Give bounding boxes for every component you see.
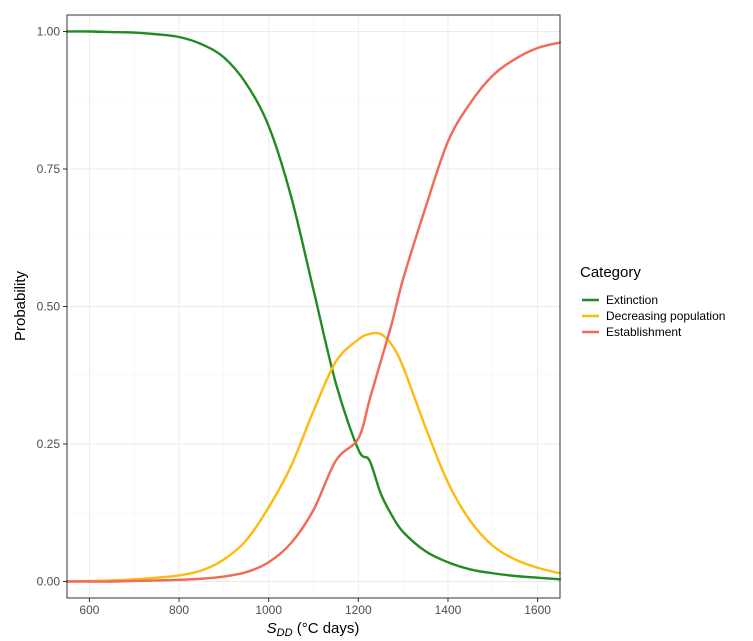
x-axis-title-units: (°C days) bbox=[293, 620, 360, 637]
plot-panel bbox=[65, 14, 562, 599]
x-axis-title: SDD (°C days) bbox=[267, 620, 360, 639]
grid-major bbox=[67, 15, 560, 598]
x-tick-label: 1400 bbox=[435, 603, 462, 617]
legend-items: Extinction Decreasing population Establish… bbox=[582, 293, 725, 339]
x-tick-label: 1200 bbox=[345, 603, 372, 617]
x-tick-label: 600 bbox=[79, 603, 99, 617]
legend: Category Extinction Decreasing population… bbox=[580, 264, 725, 339]
series-lines bbox=[65, 30, 562, 583]
legend-label-establishment: Establishment bbox=[606, 325, 682, 339]
legend-label-extinction: Extinction bbox=[606, 293, 658, 307]
series-line-extinction bbox=[65, 30, 562, 581]
x-tick-label: 1000 bbox=[255, 603, 282, 617]
y-tick-label: 1.00 bbox=[37, 25, 61, 39]
y-tick-label: 0.25 bbox=[37, 437, 61, 451]
legend-title: Category bbox=[580, 264, 641, 281]
x-axis: 600 800 1000 1200 1400 1600 bbox=[79, 598, 551, 617]
legend-label-decreasing-population: Decreasing population bbox=[606, 309, 725, 323]
series-line-decreasing-population bbox=[65, 331, 562, 583]
x-axis-title-subscript: DD bbox=[277, 627, 293, 639]
x-tick-label: 800 bbox=[169, 603, 189, 617]
y-tick-label: 0.75 bbox=[37, 162, 61, 176]
series-line-establishment bbox=[65, 41, 562, 583]
x-axis-title-main: S bbox=[267, 620, 277, 637]
y-tick-label: 0.00 bbox=[37, 575, 61, 589]
y-tick-label: 0.50 bbox=[37, 300, 61, 314]
y-axis-title: Probability bbox=[12, 270, 29, 341]
y-axis: 0.00 0.25 0.50 0.75 1.00 bbox=[37, 25, 67, 589]
x-tick-label: 1600 bbox=[524, 603, 551, 617]
